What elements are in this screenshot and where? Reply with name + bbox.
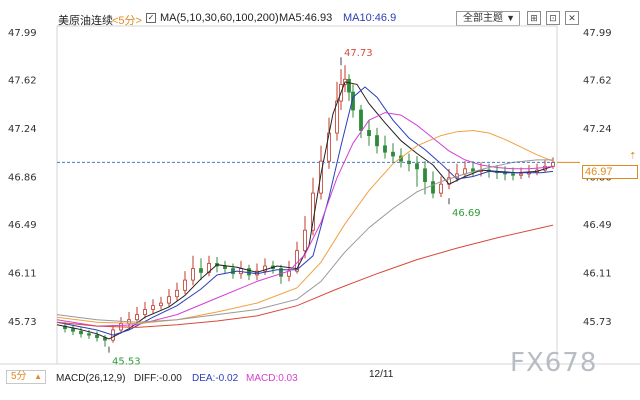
candle-body: [223, 265, 227, 269]
series-line-ma100: [56, 159, 553, 323]
candle-body: [423, 168, 427, 183]
annotation-label: 46.69: [452, 208, 481, 219]
y-tick-label-right: 47.62: [583, 75, 612, 86]
candle-body: [519, 173, 523, 176]
candle-body: [247, 268, 251, 276]
candle-body: [191, 268, 195, 281]
candle-body: [95, 334, 99, 339]
macd-params: MACD(26,12,9): [56, 373, 126, 384]
macd-value: MACD:0.03: [246, 373, 298, 384]
candle-body: [511, 173, 515, 176]
y-tick-label-left: 46.49: [8, 220, 37, 231]
series-line-ma5: [56, 81, 554, 340]
candle-body: [359, 109, 363, 131]
candle-body: [415, 163, 419, 170]
close-icon[interactable]: ✕: [565, 11, 579, 25]
ma10-value: MA10:46.9: [343, 12, 397, 24]
watermark-logo: FX678: [510, 348, 598, 378]
y-tick-label-left: 46.11: [8, 268, 37, 279]
candle-body: [383, 145, 387, 153]
candle-body: [367, 130, 371, 136]
y-tick-label-right: 47.24: [583, 124, 612, 135]
y-tick-label-left: 47.62: [8, 75, 37, 86]
y-tick-label-left: 47.99: [8, 28, 37, 39]
macd-dea: DEA:-0.02: [192, 373, 239, 384]
theme-select-label: 全部主题: [463, 13, 503, 24]
annotation-label: 45.53: [112, 357, 141, 368]
candle-body: [303, 229, 307, 252]
ma-config-label: MA(5,10,30,60,100,200): [160, 12, 279, 24]
plot-frame: [56, 25, 558, 365]
y-tick-label-left: 45.73: [8, 317, 37, 328]
candle-body: [431, 181, 435, 194]
chevron-down-icon: ▼: [506, 13, 515, 23]
candle-body: [279, 268, 283, 277]
candle-body: [351, 91, 355, 111]
period-indicator: <5分>: [112, 15, 142, 27]
period-select-label: 5分: [11, 371, 27, 382]
candle-body: [183, 279, 187, 291]
period-select[interactable]: 5分 ▲: [6, 370, 46, 384]
candle-body: [335, 100, 339, 134]
candle-body: [151, 305, 155, 310]
candle-body: [199, 268, 203, 273]
candle-body: [263, 265, 267, 272]
candle-body: [319, 160, 323, 194]
candle-body: [167, 296, 171, 304]
price-marker-icon: ⇡: [629, 151, 637, 161]
candle-body: [175, 289, 179, 298]
annotation-label: 47.73: [344, 48, 373, 59]
candle-body: [231, 268, 235, 275]
candle-body: [79, 330, 83, 335]
y-tick-label-left: 47.24: [8, 124, 37, 135]
macd-diff: DIFF:-0.00: [134, 373, 182, 384]
y-tick-label-right: 47.99: [583, 28, 612, 39]
candle-body: [551, 162, 555, 167]
candle-body: [159, 302, 163, 307]
date-axis-label: 12/11: [369, 369, 394, 380]
ma5-value: MA5:46.93: [279, 12, 333, 24]
y-tick-label-right: 45.73: [583, 317, 612, 328]
series-line-ma30: [56, 112, 554, 327]
candle-body: [347, 78, 351, 93]
series-line-ma10: [56, 86, 554, 336]
candle-body: [143, 309, 147, 316]
series-line-ma200: [56, 224, 554, 328]
candle-body: [439, 183, 443, 194]
candle-body: [87, 333, 91, 336]
y-tick-label-left: 46.86: [8, 173, 37, 184]
y-tick-label-right: 46.11: [583, 268, 612, 279]
candle-body: [391, 151, 395, 157]
y-tick-label-right: 46.49: [583, 220, 612, 231]
candle-body: [375, 135, 379, 147]
zoom-in-icon[interactable]: ⊡: [546, 11, 560, 25]
check-box-icon[interactable]: ✓: [146, 13, 156, 23]
instrument-title: 美原油连续: [58, 15, 113, 27]
candle-body: [135, 314, 139, 321]
candle-body: [71, 328, 75, 332]
grid-icon[interactable]: ⊞: [527, 11, 541, 25]
current-price-tag: 46.97: [582, 165, 638, 179]
chevron-up-icon: ▲: [34, 372, 42, 381]
